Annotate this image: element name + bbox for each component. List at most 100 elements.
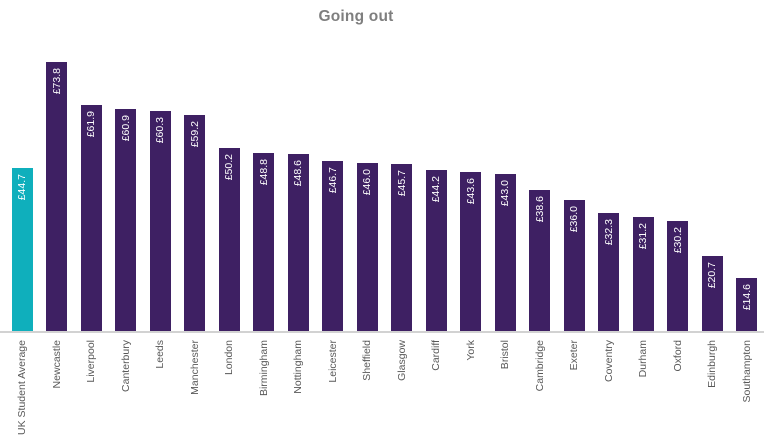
x-label-cell: Cambridge xyxy=(523,333,558,435)
bar[interactable]: £48.6 xyxy=(287,154,309,331)
bar-value-label: £31.2 xyxy=(637,223,649,250)
x-label-cell: Newcastle xyxy=(40,333,75,435)
bar[interactable]: £44.7 xyxy=(11,168,33,331)
x-label-cell: York xyxy=(454,333,489,435)
bar[interactable]: £36.0 xyxy=(563,200,585,331)
bar-value-label: £44.2 xyxy=(430,176,442,203)
bar-column: £43.6 xyxy=(454,33,489,331)
bar-value-label: £48.8 xyxy=(257,159,270,186)
bar[interactable]: £32.3 xyxy=(598,213,620,331)
chart-title: Going out xyxy=(318,8,394,25)
bar-value-label: £73.8 xyxy=(50,68,63,95)
bar-value-label: £50.2 xyxy=(223,154,235,181)
x-label-cell: Nottingham xyxy=(281,333,316,435)
x-axis-label: London xyxy=(223,340,235,376)
bar[interactable]: £30.2 xyxy=(667,221,689,331)
bar-value-label: £59.2 xyxy=(188,121,201,148)
bar-column: £73.8 xyxy=(40,33,75,331)
x-label-cell: Sheffield xyxy=(350,333,385,435)
bar-value-label: £32.3 xyxy=(602,219,615,246)
bar-value-label: £30.2 xyxy=(671,227,684,254)
bar-value-label: £45.7 xyxy=(395,170,408,197)
bar[interactable]: £20.7 xyxy=(701,256,723,331)
x-axis-label: Manchester xyxy=(188,340,201,395)
x-axis-label: Exeter xyxy=(568,340,580,371)
bar-value-label: £43.0 xyxy=(499,180,511,207)
bar[interactable]: £38.6 xyxy=(529,190,551,331)
bar[interactable]: £43.0 xyxy=(494,174,516,331)
bar-column: £36.0 xyxy=(557,33,592,331)
bar-value-label: £38.6 xyxy=(533,196,546,223)
bar[interactable]: £59.2 xyxy=(184,115,206,331)
bar[interactable]: £60.3 xyxy=(149,111,171,331)
x-axis-label: Oxford xyxy=(671,340,684,372)
bar-value-label: £60.9 xyxy=(119,115,132,142)
bar-value-label: £44.7 xyxy=(16,174,28,201)
x-label-cell: Coventry xyxy=(592,333,627,435)
x-label-cell: Bristol xyxy=(488,333,523,435)
x-label-cell: Cardiff xyxy=(419,333,454,435)
bar[interactable]: £50.2 xyxy=(218,148,240,331)
x-axis-label: Birmingham xyxy=(257,340,270,397)
x-axis-label: Nottingham xyxy=(292,340,304,394)
bar[interactable]: £61.9 xyxy=(80,105,102,331)
bar-value-label: £61.9 xyxy=(85,111,97,138)
x-label-cell: London xyxy=(212,333,247,435)
chart-title-row: Going out xyxy=(0,0,768,33)
bar[interactable]: £46.7 xyxy=(322,161,344,331)
bar-value-label: £43.6 xyxy=(464,178,477,205)
bar-value-label: £46.0 xyxy=(361,169,373,196)
bar-column: £44.2 xyxy=(419,33,454,331)
bar-column: £20.7 xyxy=(695,33,730,331)
bar-column: £60.3 xyxy=(143,33,178,331)
bar-value-label: £20.7 xyxy=(706,262,718,289)
x-label-cell: Birmingham xyxy=(247,333,282,435)
bar-column: £38.6 xyxy=(523,33,558,331)
bar-value-label: £48.6 xyxy=(292,160,304,187)
x-label-cell: Oxford xyxy=(661,333,696,435)
x-axis-label: York xyxy=(464,340,477,361)
x-axis-label: Newcastle xyxy=(50,340,63,389)
x-axis-label: Southampton xyxy=(740,340,753,403)
bar[interactable]: £48.8 xyxy=(253,153,275,331)
bar-column: £46.0 xyxy=(350,33,385,331)
bar-value-label: £46.7 xyxy=(326,167,339,194)
bar-column: £31.2 xyxy=(626,33,661,331)
x-label-cell: Glasgow xyxy=(385,333,420,435)
bar[interactable]: £31.2 xyxy=(632,217,654,331)
x-axis-label: Edinburgh xyxy=(706,340,718,388)
bar[interactable]: £46.0 xyxy=(356,163,378,331)
bar[interactable]: £60.9 xyxy=(115,109,137,331)
bar-column: £32.3 xyxy=(592,33,627,331)
bar-column: £45.7 xyxy=(385,33,420,331)
x-axis-label: Durham xyxy=(637,340,649,378)
x-axis-label: Cardiff xyxy=(430,340,442,371)
x-axis-label: Sheffield xyxy=(361,340,373,381)
x-axis-line xyxy=(0,331,764,333)
x-axis-label: Leeds xyxy=(154,340,166,369)
x-label-cell: Manchester xyxy=(178,333,213,435)
x-label-cell: UK Student Average xyxy=(5,333,40,435)
bar-column: £59.2 xyxy=(178,33,213,331)
x-axis-label: Coventry xyxy=(602,340,615,383)
bar-column: £60.9 xyxy=(109,33,144,331)
plot-area: £44.7 £73.8 £61.9 £60.9 £60.3 £59.2 £50.2 £48.8… xyxy=(5,33,764,331)
bar[interactable]: £14.6 xyxy=(736,278,758,331)
x-axis-label: UK Student Average xyxy=(16,340,28,435)
x-label-cell: Edinburgh xyxy=(695,333,730,435)
bar[interactable]: £43.6 xyxy=(460,172,482,331)
bar-value-label: £36.0 xyxy=(568,206,580,233)
x-label-cell: Exeter xyxy=(557,333,592,435)
bar-column: £48.8 xyxy=(247,33,282,331)
bar[interactable]: £73.8 xyxy=(46,62,68,331)
x-axis-label: Liverpool xyxy=(85,340,97,383)
bar[interactable]: £44.2 xyxy=(425,170,447,331)
x-axis-label: Glasgow xyxy=(395,340,408,381)
x-axis-label: Leicester xyxy=(326,340,339,383)
bar[interactable]: £45.7 xyxy=(391,164,413,331)
bar-value-label: £14.6 xyxy=(740,284,753,311)
bar-column: £61.9 xyxy=(74,33,109,331)
bar-column: £48.6 xyxy=(281,33,316,331)
x-label-cell: Leeds xyxy=(143,333,178,435)
